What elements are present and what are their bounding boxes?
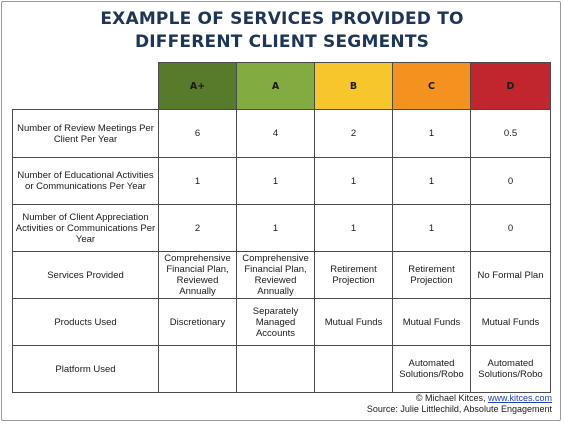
row-label-educational-activities: Number of Educational Activities or Comm…: [12, 157, 159, 205]
table-cell: Mutual Funds: [392, 298, 471, 346]
table-cell: Comprehensive Financial Plan, Reviewed A…: [158, 251, 237, 299]
row-label-services-provided: Services Provided: [12, 251, 159, 299]
table-cell: [314, 345, 393, 393]
table-row: Number of Client Appreciation Activities…: [12, 204, 551, 252]
kitces-link[interactable]: www.kitces.com: [487, 393, 552, 403]
table-cell: 1: [314, 204, 393, 252]
table-cell: 1: [236, 157, 315, 205]
table-cell: [158, 345, 237, 393]
table-cell: 6: [158, 109, 237, 158]
row-label-products-used: Products Used: [12, 298, 159, 346]
table-row: Services Provided Comprehensive Financia…: [12, 251, 551, 299]
header-row: A+ A B C D: [12, 62, 551, 110]
segment-header-a-plus: A+: [158, 62, 237, 110]
table-row: Platform Used Automated Solutions/Robo A…: [12, 345, 551, 393]
table-cell: 4: [236, 109, 315, 158]
table-cell: Automated Solutions/Robo: [392, 345, 471, 393]
table-row: Products Used Discretionary Separately M…: [12, 298, 551, 346]
table-cell: 0.5: [470, 109, 551, 158]
segment-header-a: A: [236, 62, 315, 110]
row-label-platform-used: Platform Used: [12, 345, 159, 393]
table-cell: 1: [314, 157, 393, 205]
copyright-text: © Michael Kitces,: [415, 393, 486, 403]
table-cell: 1: [392, 109, 471, 158]
table-cell: 1: [236, 204, 315, 252]
page-title: EXAMPLE OF SERVICES PROVIDED TO DIFFEREN…: [0, 8, 564, 54]
row-label-appreciation-activities: Number of Client Appreciation Activities…: [12, 204, 159, 252]
segment-header-b: B: [314, 62, 393, 110]
table-row: Number of Educational Activities or Comm…: [12, 157, 551, 205]
table-cell: 1: [392, 157, 471, 205]
table-cell: No Formal Plan: [470, 251, 551, 299]
segment-header-d: D: [470, 62, 551, 110]
table-cell: 2: [314, 109, 393, 158]
title-line-1: EXAMPLE OF SERVICES PROVIDED TO: [100, 9, 464, 29]
services-table: A+ A B C D Number of Review Meetings Per…: [12, 62, 551, 393]
copyright-credit: © Michael Kitces, www.kitces.com: [416, 393, 552, 403]
corner-cell: [12, 62, 159, 110]
source-credit: Source: Julie Littlechild, Absolute Enga…: [366, 404, 552, 414]
row-label-review-meetings: Number of Review Meetings Per Client Per…: [12, 109, 159, 158]
table-cell: Discretionary: [158, 298, 237, 346]
table-cell: Retirement Projection: [392, 251, 471, 299]
table-cell: Automated Solutions/Robo: [470, 345, 551, 393]
table-cell: [236, 345, 315, 393]
segment-header-c: C: [392, 62, 471, 110]
table-cell: 0: [470, 157, 551, 205]
table-cell: 2: [158, 204, 237, 252]
table-cell: Comprehensive Financial Plan, Reviewed A…: [236, 251, 315, 299]
table-cell: Mutual Funds: [314, 298, 393, 346]
table-cell: 1: [158, 157, 237, 205]
table-row: Number of Review Meetings Per Client Per…: [12, 109, 551, 158]
table-cell: Mutual Funds: [470, 298, 551, 346]
title-line-2: DIFFERENT CLIENT SEGMENTS: [134, 32, 430, 52]
table-cell: Separately Managed Accounts: [236, 298, 315, 346]
table-cell: Retirement Projection: [314, 251, 393, 299]
table-cell: 1: [392, 204, 471, 252]
table-cell: 0: [470, 204, 551, 252]
